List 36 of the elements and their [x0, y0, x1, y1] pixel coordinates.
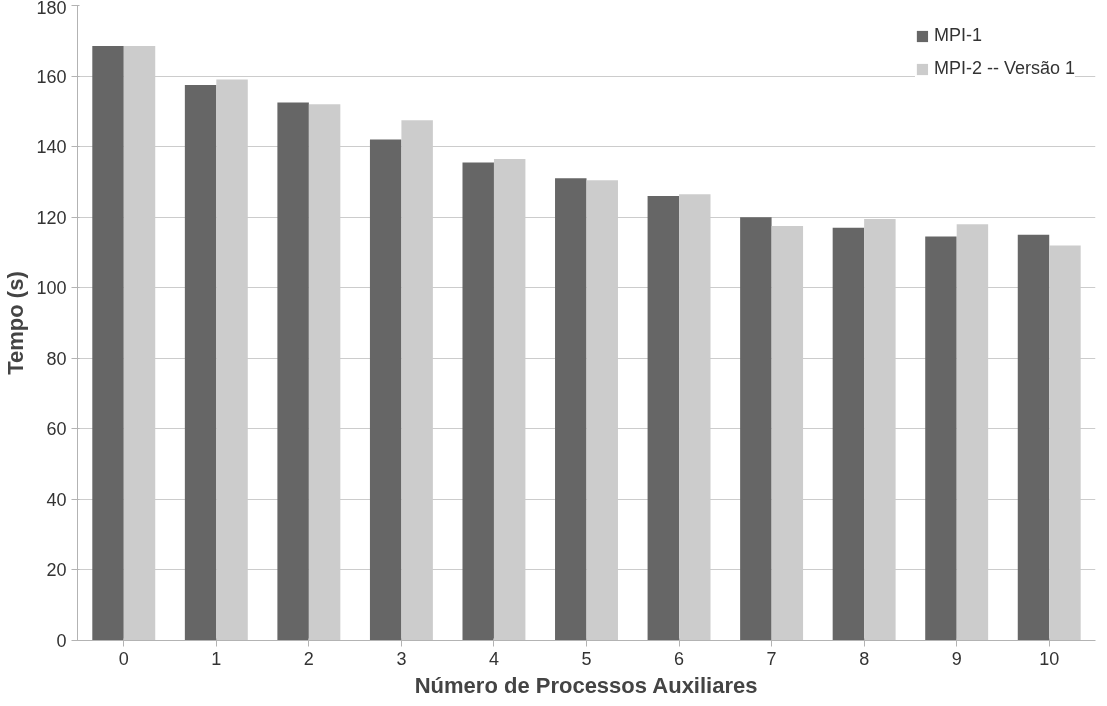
bar — [92, 46, 124, 641]
y-tick-label: 140 — [36, 137, 67, 158]
x-tick-label: 6 — [674, 648, 685, 669]
bar — [184, 84, 217, 641]
legend-label: MPI-1 — [933, 25, 982, 46]
x-tick-label: 4 — [488, 648, 499, 669]
bar — [740, 217, 772, 641]
x-tick-label: 7 — [766, 648, 777, 669]
bar — [832, 227, 865, 641]
y-tick-label: 0 — [56, 631, 67, 651]
bar — [277, 102, 309, 641]
x-tick-label: 1 — [211, 648, 222, 669]
y-tick-label: 180 — [36, 0, 67, 18]
x-tick-label: 2 — [303, 648, 314, 669]
bar — [462, 162, 494, 641]
y-tick-label: 20 — [46, 560, 67, 581]
y-tick-label: 60 — [46, 419, 67, 440]
y-tick-label: 120 — [36, 207, 67, 228]
bar — [369, 139, 402, 641]
x-tick-label: 5 — [581, 648, 592, 669]
bar — [555, 178, 587, 641]
bar — [925, 236, 957, 641]
y-axis-title: Tempo (s) — [3, 271, 29, 375]
bar — [647, 196, 680, 641]
x-tick-label: 3 — [396, 648, 407, 669]
x-tick-label: 0 — [118, 648, 129, 669]
y-tick-label: 100 — [36, 278, 67, 299]
y-tick-label: 40 — [46, 489, 67, 510]
x-tick-label: 8 — [859, 648, 870, 669]
x-tick-label: 10 — [1039, 648, 1060, 669]
bar — [1017, 234, 1050, 641]
x-axis-title: Número de Processos Auxiliares — [414, 672, 758, 698]
x-tick-label: 9 — [951, 648, 962, 669]
y-tick-label: 80 — [46, 348, 67, 369]
legend-label: MPI-2 -- Versão 1 — [933, 58, 1075, 79]
y-tick-label: 160 — [36, 66, 67, 87]
